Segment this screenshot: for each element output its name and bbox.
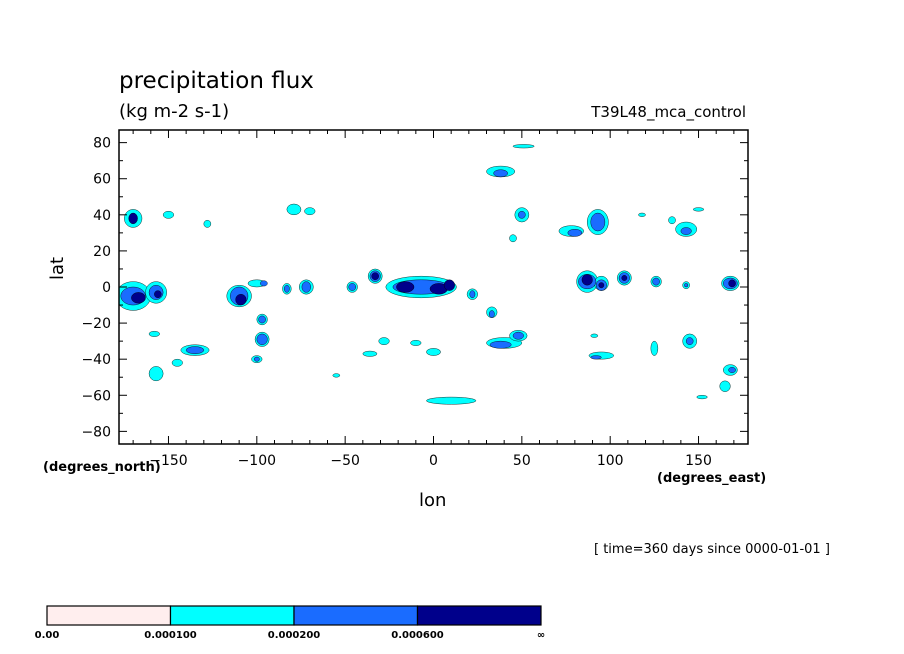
x-tick-label: 0 [429, 453, 438, 469]
precip-region-level-1 [509, 234, 517, 243]
y-tick-label: −20 [81, 316, 111, 332]
precip-region-level-1 [203, 220, 212, 228]
precip-region-level-1 [719, 380, 731, 392]
precip-region-level-2 [185, 346, 205, 354]
precip-region-level-1 [378, 337, 390, 345]
y-tick-label: 20 [93, 244, 111, 260]
chart-title: precipitation flux [119, 68, 314, 94]
precip-region-level-2 [488, 310, 495, 318]
precip-region-level-2 [489, 340, 512, 349]
time-info-label: [ time=360 days since 0000-01-01 ] [594, 542, 830, 557]
colorbar-swatch [46, 605, 172, 626]
precip-region-level-2 [652, 277, 660, 286]
colorbar [46, 605, 542, 626]
colorbar-swatch [416, 605, 542, 626]
run-name-label: T39L48_mca_control [591, 103, 746, 121]
precip-region-level-2 [728, 367, 736, 373]
precip-region-level-2 [684, 283, 689, 288]
precip-region-level-2 [469, 290, 476, 299]
precip-region-level-1 [426, 396, 477, 405]
colorbar-level-label: 0.000600 [391, 630, 444, 641]
x-tick-label: 50 [513, 453, 531, 469]
x-tick-label: −50 [330, 453, 360, 469]
precip-region-level-1 [668, 216, 676, 225]
y-axis-unit: (degrees_north) [43, 460, 161, 475]
precip-region-level-1 [332, 373, 341, 378]
precip-region-level-1 [362, 350, 378, 357]
colorbar-level-label: ∞ [536, 630, 546, 641]
axis-ticks: −150 −100 −50 0 50 100 150 80 60 40 20 0 −20 −40 −60 −8… [81, 130, 748, 469]
precip-region-level-1 [148, 331, 160, 337]
y-tick-label: 60 [93, 172, 111, 188]
x-axis-label: lon [419, 490, 447, 511]
precip-region-level-3 [621, 275, 628, 281]
x-axis-unit: (degrees_east) [657, 471, 767, 486]
precip-region-level-3 [598, 282, 605, 289]
precip-region-level-2 [260, 280, 268, 287]
colorbar-level-label: 0.000100 [144, 630, 197, 641]
colorbar-level-label: 0.000200 [267, 630, 321, 641]
precip-region-level-1 [650, 340, 659, 356]
precip-region-level-3 [235, 294, 247, 306]
precip-region-level-2 [348, 283, 356, 291]
precip-region-level-1 [590, 333, 599, 338]
precip-region-level-2 [256, 333, 268, 345]
precip-region-level-3 [728, 279, 736, 288]
precip-region-level-1 [171, 358, 183, 367]
y-tick-label: 0 [102, 280, 111, 296]
precip-region-level-2 [680, 227, 692, 235]
precip-region-level-1 [410, 340, 422, 346]
precip-region-level-2 [512, 331, 524, 340]
precip-region-level-2 [284, 284, 290, 293]
precip-region-level-1 [148, 366, 164, 382]
precip-region-level-1 [696, 395, 708, 400]
precip-region-level-1 [426, 348, 441, 356]
precip-region-level-3 [371, 272, 379, 280]
precip-region-level-1 [162, 211, 174, 219]
contour-regions [119, 144, 740, 405]
precip-region-level-3 [443, 279, 455, 291]
colorbar-swatch [293, 605, 419, 626]
precip-region-level-2 [258, 315, 266, 324]
precip-region-level-2 [590, 355, 602, 360]
y-tick-label: 40 [93, 208, 111, 224]
precip-region-level-1 [512, 144, 535, 149]
precip-region-level-2 [685, 337, 694, 345]
precip-region-level-3 [396, 281, 415, 293]
x-tick-label: −150 [149, 453, 187, 469]
precip-region-level-2 [590, 212, 606, 232]
y-tick-label: −80 [81, 424, 111, 440]
precip-region-level-1 [638, 212, 646, 217]
precip-region-level-1 [304, 207, 316, 216]
precip-region-level-2 [253, 356, 260, 362]
y-tick-label: 80 [93, 136, 111, 152]
precip-region-level-2 [518, 211, 526, 219]
colorbar-swatch [169, 605, 295, 626]
y-tick-label: −60 [81, 388, 111, 404]
precip-region-level-1 [286, 203, 302, 216]
y-axis-label: lat [47, 256, 68, 280]
precip-region-level-1 [693, 207, 705, 212]
y-tick-label: −40 [81, 352, 111, 368]
precip-region-level-3 [581, 274, 593, 286]
precip-region-level-3 [128, 212, 138, 225]
precip-region-level-2 [567, 229, 583, 237]
precip-region-level-2 [493, 169, 508, 178]
chart-subtitle-units: (kg m-2 s-1) [119, 101, 230, 122]
precip-region-level-2 [301, 281, 311, 293]
x-tick-label: −100 [238, 453, 276, 469]
x-tick-label: 100 [597, 453, 624, 469]
precip-region-level-3 [131, 292, 146, 304]
precip-region-level-3 [154, 290, 162, 299]
x-tick-label: 150 [685, 453, 712, 469]
colorbar-level-label: 0.00 [34, 630, 60, 641]
